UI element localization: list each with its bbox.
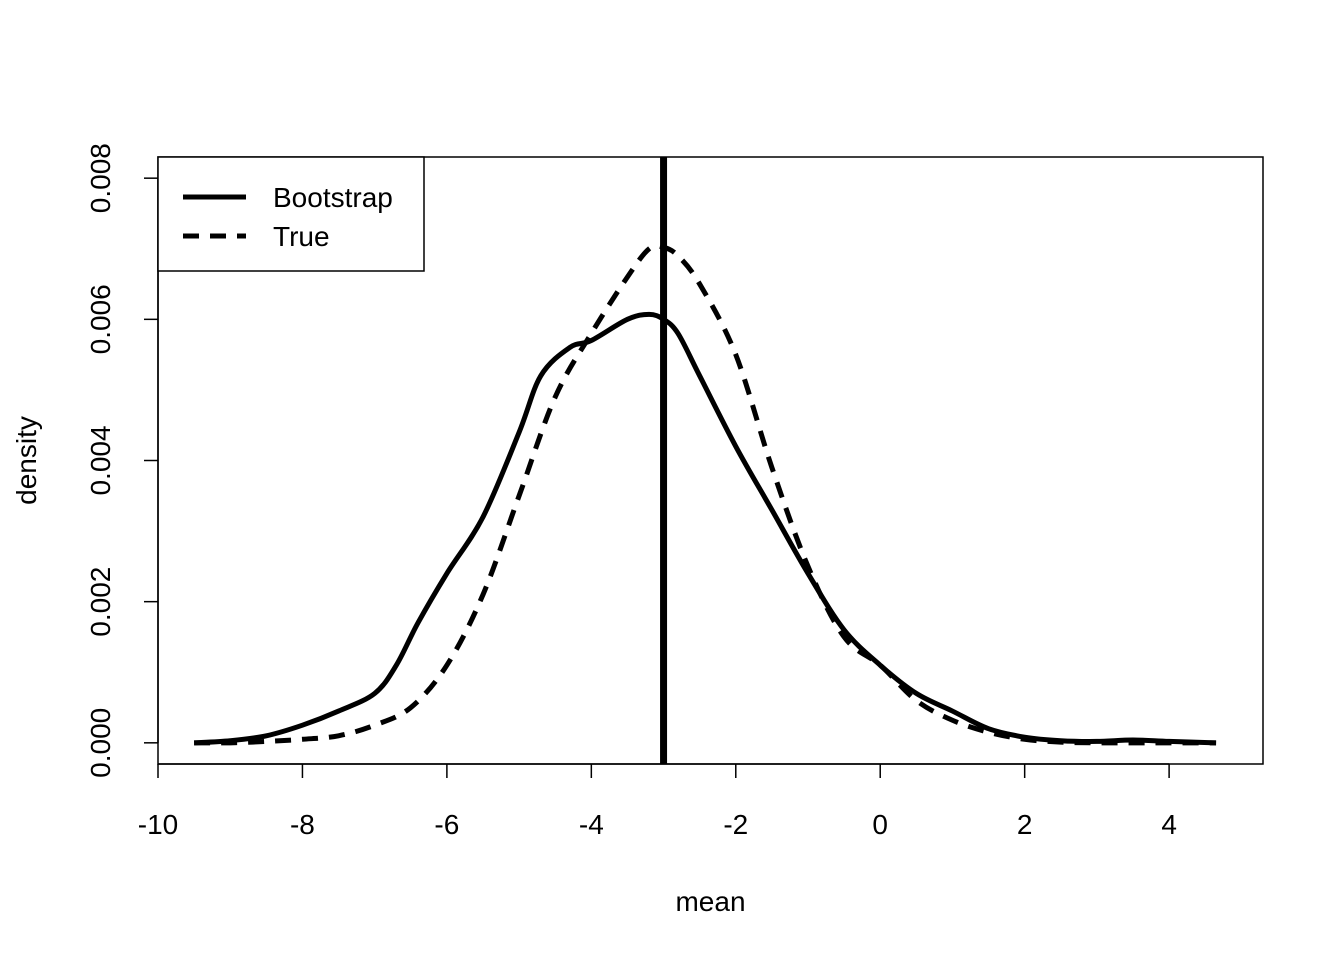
y-tick-label: 0.002	[85, 567, 116, 637]
y-tick-label: 0.004	[85, 425, 116, 495]
x-tick-label: -10	[138, 809, 178, 840]
x-tick-label: -6	[434, 809, 459, 840]
y-tick-label: 0.000	[85, 708, 116, 778]
x-tick-label: -8	[290, 809, 315, 840]
legend-box	[157, 156, 425, 272]
x-axis-title: mean	[675, 886, 745, 917]
series-line-bootstrap	[193, 311, 1217, 746]
legend-label-true: True	[273, 221, 330, 252]
y-tick-label: 0.006	[85, 284, 116, 354]
series-line-true	[194, 243, 1217, 746]
x-tick-label: 4	[1161, 809, 1177, 840]
x-tick-label: -4	[579, 809, 604, 840]
x-tick-label: 2	[1017, 809, 1033, 840]
x-axis: -10 -8 -6 -4 -2 0 2 4	[138, 763, 1177, 840]
x-tick-label: 0	[872, 809, 888, 840]
y-axis-title: density	[11, 416, 42, 505]
y-tick-label: 0.008	[85, 143, 116, 213]
legend-label-bootstrap: Bootstrap	[273, 182, 393, 213]
y-axis: 0.000 0.002 0.004 0.006 0.008	[85, 143, 159, 778]
x-tick-label: -2	[723, 809, 748, 840]
legend: Bootstrap True	[157, 156, 425, 272]
